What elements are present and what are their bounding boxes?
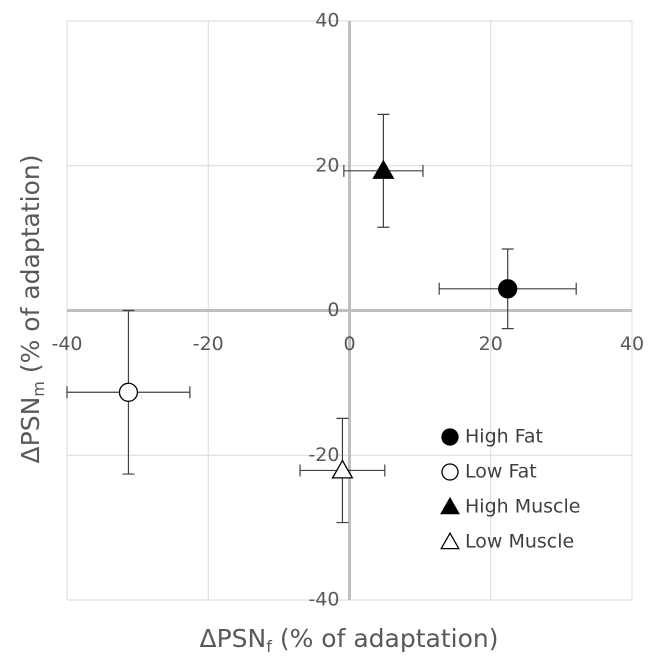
x-tick-label: -40: [51, 333, 82, 355]
y-tick-label: 40: [315, 10, 339, 32]
y-tick-label: -20: [308, 444, 339, 466]
y-tick-label: -40: [308, 589, 339, 611]
marker: [331, 459, 354, 479]
x-axis-label: ΔPSNf (% of adaptation): [200, 624, 499, 656]
legend-label: Low Muscle: [465, 531, 574, 553]
legend-label: High Fat: [465, 426, 543, 448]
marker: [441, 428, 459, 446]
marker: [118, 382, 139, 402]
marker: [372, 159, 395, 179]
x-tick-label: 0: [343, 333, 355, 355]
marker: [440, 531, 460, 550]
legend-label: High Muscle: [465, 496, 580, 518]
y-axis-label: ΔPSNm (% of adaptation): [16, 155, 48, 464]
y-tick-label: 0: [327, 299, 339, 321]
x-tick-label: 40: [620, 333, 644, 355]
marker: [440, 496, 460, 515]
marker: [441, 463, 459, 481]
marker: [498, 279, 518, 299]
y-tick-label: 20: [315, 154, 339, 176]
x-tick-label: 20: [479, 333, 503, 355]
legend-label: Low Fat: [465, 461, 537, 483]
x-tick-label: -20: [193, 333, 224, 355]
